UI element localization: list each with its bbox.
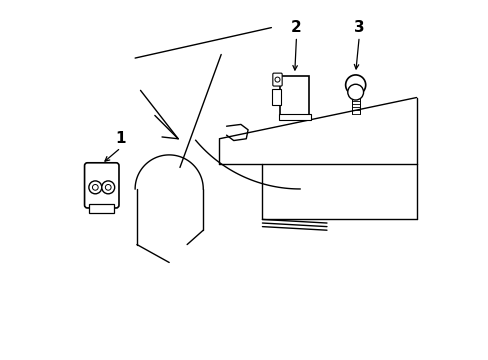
Bar bbox=[272, 89, 281, 105]
Circle shape bbox=[92, 184, 98, 190]
Circle shape bbox=[274, 77, 280, 82]
Circle shape bbox=[347, 84, 363, 100]
Bar bbox=[280, 76, 308, 116]
Bar bbox=[89, 204, 114, 213]
Text: 3: 3 bbox=[353, 20, 364, 35]
Text: 1: 1 bbox=[115, 131, 126, 146]
Circle shape bbox=[105, 184, 111, 190]
Circle shape bbox=[102, 181, 115, 194]
Circle shape bbox=[345, 75, 365, 95]
Circle shape bbox=[89, 181, 102, 194]
Bar bbox=[278, 114, 310, 120]
FancyBboxPatch shape bbox=[272, 73, 282, 86]
Text: 2: 2 bbox=[290, 20, 301, 35]
FancyBboxPatch shape bbox=[84, 163, 119, 208]
